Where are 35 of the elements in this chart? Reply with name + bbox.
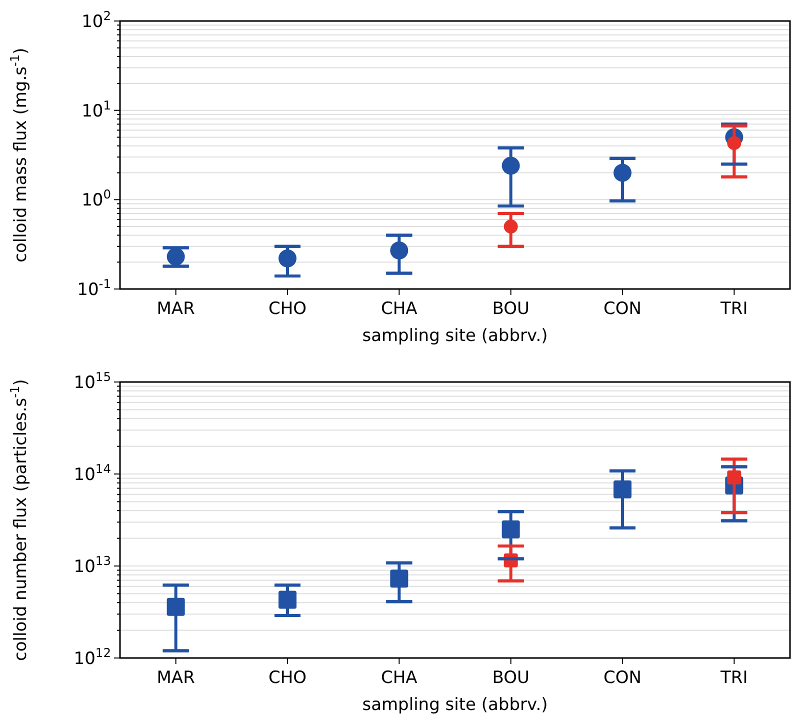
point — [390, 241, 408, 260]
y-tick-label: 10$^{1}$ — [82, 98, 111, 122]
y-tick-label: 10$^{2}$ — [82, 8, 111, 32]
y-tick-label: 10$^{0}$ — [82, 188, 111, 211]
y-tick-label: 10$^{14}$ — [74, 462, 112, 485]
point — [390, 570, 408, 588]
y-tick-label: 10$^{12}$ — [74, 646, 111, 669]
x-tick-label: MAR — [156, 668, 196, 688]
point — [166, 598, 185, 616]
x-axis-title: sampling site (abbrv.) — [362, 326, 548, 346]
point — [614, 480, 632, 498]
x-tick-label: CHA — [381, 668, 418, 688]
x-axis-title: sampling site (abbrv.) — [362, 695, 548, 715]
point — [502, 156, 520, 175]
x-tick-label: CHA — [381, 299, 418, 319]
point — [727, 470, 742, 484]
point — [166, 248, 185, 266]
x-tick-label: CON — [604, 299, 642, 319]
point — [614, 164, 632, 182]
y-tick-label: 10$^{13}$ — [74, 554, 111, 577]
x-tick-label: MAR — [156, 299, 196, 319]
x-tick-label: CON — [604, 668, 642, 688]
point — [727, 136, 742, 150]
x-tick-label: CHO — [268, 668, 307, 688]
point — [502, 520, 520, 538]
point — [278, 249, 296, 268]
y-tick-label: 10$^{-1}$ — [77, 276, 111, 300]
x-tick-label: CHO — [268, 299, 307, 319]
x-tick-label: BOU — [492, 299, 530, 319]
x-tick-label: TRI — [720, 299, 748, 319]
x-tick-label: TRI — [720, 668, 748, 688]
point — [504, 220, 518, 234]
x-tick-label: BOU — [492, 668, 530, 688]
point — [278, 590, 296, 609]
y-tick-label: 10$^{15}$ — [74, 370, 111, 393]
